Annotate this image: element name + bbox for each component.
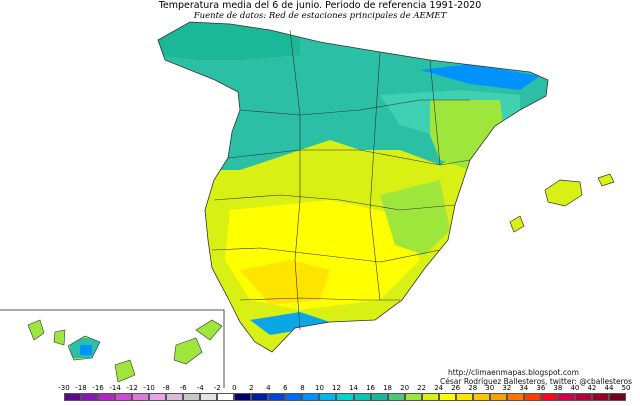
legend-swatch — [268, 393, 286, 401]
legend-swatch — [217, 393, 235, 401]
legend-tick-label: 30 — [485, 384, 495, 392]
credit-url[interactable]: http://climaenmapas.blogspot.com — [448, 368, 579, 377]
peninsula-map — [158, 22, 548, 352]
legend-swatch — [387, 393, 405, 401]
legend-swatch — [166, 393, 184, 401]
legend-swatch — [319, 393, 337, 401]
canary-coastline — [27, 319, 223, 383]
legend-tick-label: 24 — [434, 384, 444, 392]
legend-swatch — [455, 393, 473, 401]
legend-tick-label: 44 — [604, 384, 614, 392]
zone-sierra-nevada — [250, 312, 330, 335]
legend-swatch — [574, 393, 592, 401]
legend-swatch — [404, 393, 422, 401]
legend-swatch — [98, 393, 116, 401]
legend-swatch — [472, 393, 490, 401]
zone-pyrenees — [420, 64, 540, 90]
legend-swatch — [557, 393, 575, 401]
legend-tick-label: 8 — [300, 384, 305, 392]
legend-tick-label: 4 — [266, 384, 271, 392]
legend-swatch — [506, 393, 524, 401]
zone-guadalquivir-hot — [240, 260, 330, 305]
legend-tick-label: 14 — [349, 384, 358, 392]
legend-tick-label: 32 — [502, 384, 512, 392]
legend-swatch — [489, 393, 507, 401]
legend-tick-label: 18 — [383, 384, 393, 392]
legend-tick-label: -14 — [109, 384, 121, 392]
legend-swatch — [523, 393, 541, 401]
island-ibiza — [509, 215, 525, 233]
credit-author: César Rodríguez Ballesteros, twitter: @c… — [440, 377, 632, 386]
legend-swatch — [64, 393, 82, 401]
legend-tick-label: 20 — [400, 384, 410, 392]
legend-tick-label: -12 — [126, 384, 138, 392]
legend-tick-label: -6 — [179, 384, 187, 392]
balearic-islands — [509, 173, 615, 233]
legend-tick-label: 26 — [451, 384, 461, 392]
legend-swatch — [115, 393, 133, 401]
legend-swatch — [608, 393, 626, 401]
canary-inset-frame — [0, 309, 225, 388]
legend-swatch — [200, 393, 218, 401]
legend-tick-label: -2 — [213, 384, 221, 392]
legend-tick-label: 40 — [570, 384, 580, 392]
legend-tick-label: 28 — [468, 384, 478, 392]
legend-tick-label: -4 — [196, 384, 204, 392]
legend-swatch — [302, 393, 320, 401]
legend-tick-label: 42 — [587, 384, 597, 392]
legend-swatch — [353, 393, 371, 401]
legend-swatch — [438, 393, 456, 401]
map-subtitle: Fuente de datos: Red de estaciones princ… — [193, 11, 447, 21]
legend-tick-label: 38 — [553, 384, 563, 392]
zone-east-mild — [380, 180, 450, 255]
region-borders — [211, 29, 471, 331]
legend-swatch — [132, 393, 150, 401]
legend-tick-label: 6 — [283, 384, 288, 392]
legend-tick-label: 2 — [249, 384, 254, 392]
legend-tick-label: 34 — [519, 384, 529, 392]
legend-swatch — [183, 393, 201, 401]
zone-ebro-mild — [430, 100, 505, 170]
zone-cantabrian — [158, 22, 300, 60]
canary-islands — [28, 320, 222, 382]
legend-tick-label: -18 — [75, 384, 87, 392]
color-legend: -30 -18 -16 -14 -12 -10 -8 -6 -4 -2 0 2 4 6 8 10 12 14 16 1… — [0, 384, 640, 406]
legend-swatch — [591, 393, 609, 401]
legend-swatch — [251, 393, 269, 401]
legend-tick-label: -10 — [143, 384, 155, 392]
legend-swatch — [81, 393, 99, 401]
legend-tick-label: 0 — [232, 384, 237, 392]
map-title: Temperatura media del 6 de junio. Period… — [158, 0, 482, 11]
legend-swatch — [336, 393, 354, 401]
legend-tick-label: 12 — [332, 384, 341, 392]
legend-tick-label: 10 — [314, 384, 324, 392]
legend-swatch — [370, 393, 388, 401]
legend-tick-label: -16 — [92, 384, 104, 392]
legend-swatch — [234, 393, 252, 401]
island-mallorca — [544, 179, 583, 207]
legend-swatch — [285, 393, 303, 401]
legend-swatch — [421, 393, 439, 401]
legend-tick-label: 22 — [417, 384, 427, 392]
legend-swatch — [149, 393, 167, 401]
legend-tick-label: 16 — [366, 384, 375, 392]
legend-tick-label: -8 — [162, 384, 170, 392]
island-menorca — [597, 173, 615, 187]
legend-swatch — [540, 393, 558, 401]
legend-tick-label: -30 — [58, 384, 70, 392]
legend-tick-label: 50 — [621, 384, 631, 392]
legend-tick-label: 36 — [536, 384, 546, 392]
